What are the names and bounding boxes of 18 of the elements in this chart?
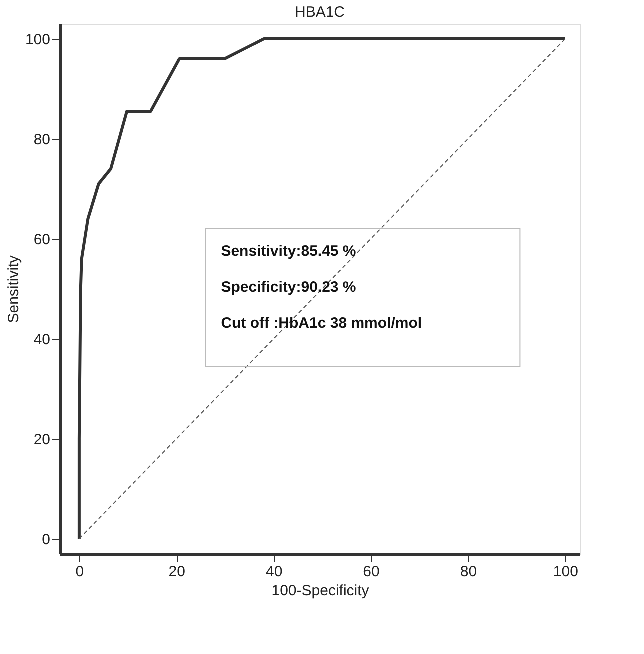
y-axis-title: Sensitivity (5, 255, 22, 324)
y-tick-label: 0 (42, 532, 50, 548)
x-tick-label: 20 (168, 564, 186, 580)
annotation: Specificity:90.23 % (221, 279, 356, 296)
y-tick-label: 80 (34, 132, 50, 148)
x-tick-label: 0 (76, 564, 84, 580)
y-tick-label: 20 (34, 432, 50, 448)
x-tick-label: 80 (460, 564, 478, 580)
x-tick-label: 100 (553, 564, 578, 580)
annotation: Sensitivity:85.45 % (221, 243, 356, 260)
annotation: Cut off :HbA1c 38 mmol/mol (221, 315, 422, 332)
y-tick-label: 40 (34, 332, 50, 348)
chart-title: HBA1C (294, 4, 346, 21)
y-tick-label: 100 (25, 32, 50, 48)
x-tick-label: 40 (266, 564, 283, 580)
x-axis-title: 100-Specificity (272, 582, 370, 600)
y-tick-label: 60 (34, 232, 50, 248)
x-tick-label: 60 (363, 564, 380, 580)
